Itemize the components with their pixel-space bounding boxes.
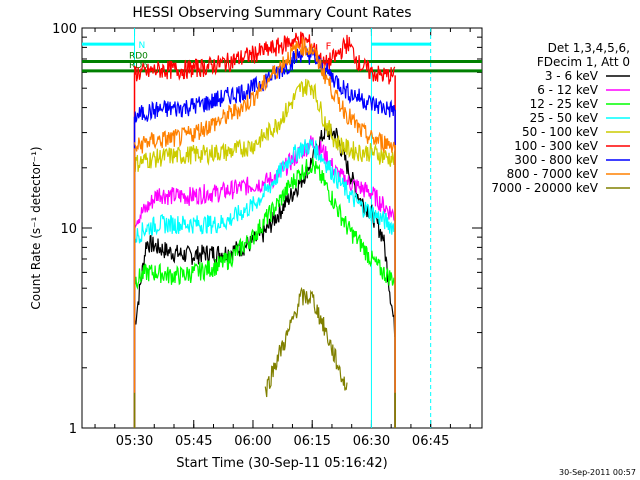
series-line-6 xyxy=(133,31,396,85)
x-tick-label: 05:45 xyxy=(175,434,212,449)
footer-timestamp: 30-Sep-2011 00:57 xyxy=(559,468,636,477)
series-line-8 xyxy=(133,37,396,154)
legend-label-8: 800 - 7000 keV xyxy=(507,167,599,181)
flare-annotation: F xyxy=(326,42,332,53)
x-tick-label: 06:30 xyxy=(353,434,390,449)
x-tick-label: 06:45 xyxy=(412,434,449,449)
series-line-3 xyxy=(133,158,396,290)
legend-label-2: 6 - 12 keV xyxy=(537,83,599,97)
attenuator-label: RD6 xyxy=(129,61,148,71)
x-tick-label: 05:30 xyxy=(116,434,153,449)
legend-header-line-2: FDecim 1, Att 0 xyxy=(537,55,630,69)
night-marker-label: N xyxy=(139,41,146,51)
legend-label-7: 300 - 800 keV xyxy=(514,153,598,167)
x-axis-label: Start Time (30-Sep-11 05:16:42) xyxy=(176,456,387,471)
x-tick-label: 06:00 xyxy=(234,434,271,449)
legend-label-5: 50 - 100 keV xyxy=(522,125,599,139)
plot-area: 1 10 100 05:30 05:45 06:00 06:15 06:30 06:45 NRD0… xyxy=(52,22,483,449)
series-line-9 xyxy=(264,286,348,398)
chart-title: HESSI Observing Summary Count Rates xyxy=(132,5,411,21)
y-tick-label: 100 xyxy=(52,22,77,37)
legend-header-line-1: Det 1,3,4,5,6, xyxy=(548,41,630,55)
series-line-5 xyxy=(133,78,396,172)
y-tick-label: 1 xyxy=(69,422,77,437)
legend-label-3: 12 - 25 keV xyxy=(530,97,599,111)
legend-label-4: 25 - 50 keV xyxy=(530,111,599,125)
x-tick-label: 06:15 xyxy=(293,434,330,449)
legend-label-1: 3 - 6 keV xyxy=(545,69,599,83)
series-line-1 xyxy=(133,124,396,338)
y-axis-label: Count Rate (s⁻¹ detector⁻¹) xyxy=(29,146,43,309)
legend-label-6: 100 - 300 keV xyxy=(514,139,598,153)
legend: Det 1,3,4,5,6, FDecim 1, Att 0 3 - 6 keV… xyxy=(491,41,630,195)
y-tick-label: 10 xyxy=(60,222,77,237)
attenuator-label: RD0 xyxy=(129,51,148,61)
series-line-4 xyxy=(133,139,396,244)
legend-label-9: 7000 - 20000 keV xyxy=(491,181,598,195)
